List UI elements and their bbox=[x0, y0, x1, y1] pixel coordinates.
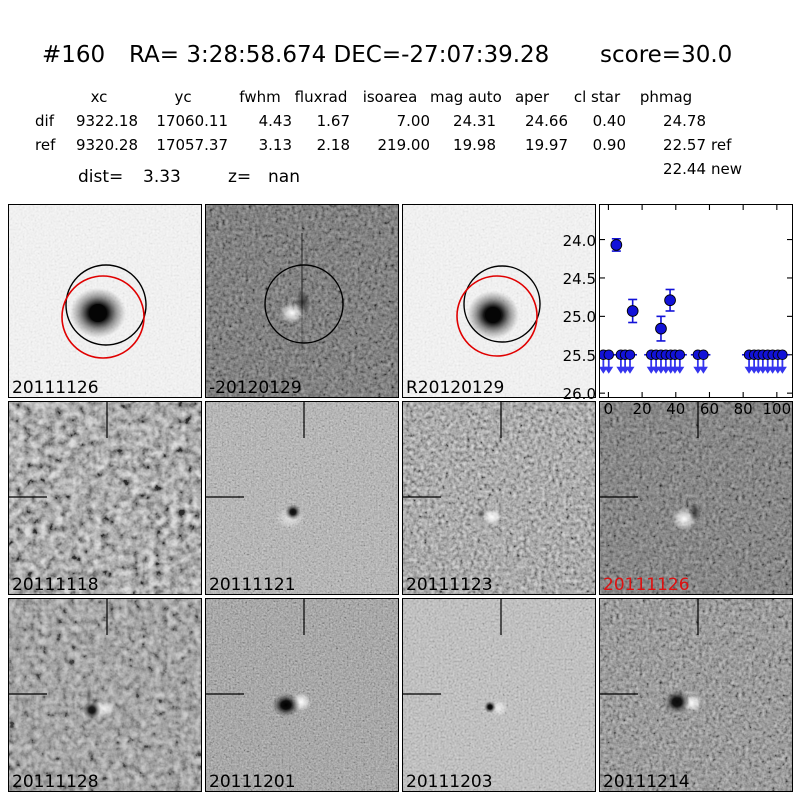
cutout-date-label: 20111118 bbox=[12, 575, 99, 595]
cutout-date-label: 20111214 bbox=[603, 772, 690, 792]
ref-phmag-suffix: ref bbox=[711, 136, 732, 154]
cutout-panel-epoch: 20111203 bbox=[402, 598, 596, 792]
cutout-date-label: -20120129 bbox=[209, 378, 302, 398]
ref-yc: 17057.37 bbox=[156, 136, 228, 154]
redshift-label: z= bbox=[228, 167, 252, 187]
ref-xc: 9320.28 bbox=[75, 136, 138, 154]
dif-xc: 9322.18 bbox=[75, 112, 138, 130]
cutout-date-label: 20111126 bbox=[12, 378, 99, 398]
candidate-id: #160 bbox=[42, 42, 106, 68]
cutout-image bbox=[206, 599, 398, 791]
cutout-image bbox=[9, 402, 201, 594]
dif-fluxrad: 1.67 bbox=[316, 112, 350, 130]
ref-aper: 19.97 bbox=[525, 136, 568, 154]
col-header-xc: xc bbox=[90, 88, 108, 106]
col-header-mag-auto: mag auto bbox=[430, 88, 502, 106]
aperture-circle-black bbox=[463, 265, 541, 343]
cutout-panel-epoch: 20111118 bbox=[8, 401, 202, 595]
row-label: dif bbox=[35, 112, 54, 130]
lightcurve-plot-panel bbox=[599, 204, 793, 398]
col-header-fluxrad: fluxrad bbox=[294, 88, 348, 106]
ref-fluxrad: 2.18 bbox=[316, 136, 350, 154]
dif-aper: 24.66 bbox=[525, 112, 568, 130]
cutout-image bbox=[9, 205, 201, 397]
dist-value: 3.33 bbox=[143, 167, 181, 187]
cutout-date-label: 20111121 bbox=[209, 575, 296, 595]
aperture-circle-black bbox=[264, 264, 344, 344]
cutout-panel-epoch: 20111121 bbox=[205, 401, 399, 595]
cutout-date-label: 20111128 bbox=[12, 772, 99, 792]
cutout-image bbox=[403, 205, 595, 397]
cutout-date-label: 20111201 bbox=[209, 772, 296, 792]
aperture-circle-red bbox=[456, 275, 538, 357]
cutout-image bbox=[403, 402, 595, 594]
col-header-isoarea: isoarea bbox=[362, 88, 418, 106]
cutout-image bbox=[600, 402, 792, 594]
cutout-panel-epoch-highlighted: 20111126 bbox=[599, 401, 793, 595]
dif-mag-auto: 24.31 bbox=[453, 112, 496, 130]
new-phmag-suffix: new bbox=[711, 160, 743, 178]
ref-cl-star: 0.90 bbox=[592, 136, 626, 154]
dif-phmag-suffix bbox=[706, 112, 762, 130]
ref-fwhm: 3.13 bbox=[258, 136, 292, 154]
col-header-cl-star: cl star bbox=[573, 88, 621, 106]
dif-cl-star: 0.40 bbox=[592, 112, 626, 130]
photometry-header-row: xc yc fwhm fluxrad isoarea mag auto aper… bbox=[20, 88, 762, 106]
cutout-image bbox=[600, 599, 792, 791]
cutout-figure: 20111126 -20120129 bbox=[8, 204, 793, 792]
row-label: ref bbox=[35, 136, 56, 154]
photometry-row-ref: ref 9320.28 17057.37 3.13 2.18 219.00 19… bbox=[20, 136, 762, 154]
cutout-panel-epoch: 20111128 bbox=[8, 598, 202, 792]
cutout-image bbox=[206, 402, 398, 594]
aperture-circle-black bbox=[65, 264, 147, 346]
cutout-image bbox=[9, 599, 201, 791]
cutout-panel-epoch: 20111214 bbox=[599, 598, 793, 792]
aperture-circle-red bbox=[61, 275, 145, 359]
redshift-value: nan bbox=[268, 167, 300, 187]
col-header-yc: yc bbox=[174, 88, 192, 106]
cutout-date-label: 20111126 bbox=[603, 575, 690, 595]
cutout-panel-epoch: 20111201 bbox=[205, 598, 399, 792]
candidate-coordinates: RA= 3:28:58.674 DEC=-27:07:39.28 bbox=[129, 42, 550, 68]
cutout-date-label: 20111203 bbox=[406, 772, 493, 792]
dist-label: dist= bbox=[78, 167, 124, 187]
ref-isoarea: 219.00 bbox=[377, 136, 431, 154]
cutout-date-label: 20111123 bbox=[406, 575, 493, 595]
dif-fwhm: 4.43 bbox=[258, 112, 292, 130]
dif-isoarea: 7.00 bbox=[396, 112, 430, 130]
ref-mag-auto: 19.98 bbox=[453, 136, 496, 154]
new-phmag: 22.44 bbox=[663, 160, 706, 178]
candidate-score: score=30.0 bbox=[600, 42, 733, 68]
photometry-row-dif: dif 9322.18 17060.11 4.43 1.67 7.00 24.3… bbox=[20, 112, 762, 130]
ref-phmag: 22.57 bbox=[663, 136, 706, 154]
cutout-panel-difference: -20120129 bbox=[205, 204, 399, 398]
cutout-panel-reference: R20120129 bbox=[402, 204, 596, 398]
cutout-image bbox=[403, 599, 595, 791]
candidate-header: #160 RA= 3:28:58.674 DEC=-27:07:39.28 sc… bbox=[0, 42, 800, 74]
photometry-row-new-phmag: 22.44 new bbox=[20, 160, 762, 178]
col-header-fwhm: fwhm bbox=[239, 88, 281, 106]
col-header-aper: aper bbox=[514, 88, 550, 106]
cutout-date-label: R20120129 bbox=[406, 378, 505, 398]
cutout-image bbox=[206, 205, 398, 397]
dif-phmag: 24.78 bbox=[663, 112, 706, 130]
cutout-panel-epoch: 20111123 bbox=[402, 401, 596, 595]
col-header-phmag: phmag bbox=[639, 88, 693, 106]
cutout-panel-new: 20111126 bbox=[8, 204, 202, 398]
cutout-grid: 20111126 -20120129 bbox=[8, 204, 793, 792]
dif-yc: 17060.11 bbox=[156, 112, 228, 130]
lightcurve-plot bbox=[600, 205, 792, 397]
